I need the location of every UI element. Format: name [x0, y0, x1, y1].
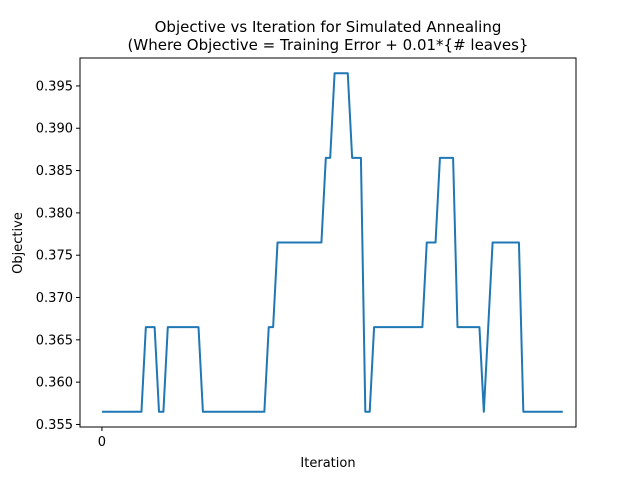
y-tick-label: 0.375 — [36, 249, 73, 264]
y-axis-label: Objective — [11, 212, 26, 274]
x-tick-label: 0 — [98, 435, 106, 450]
y-tick-label: 0.360 — [36, 376, 73, 391]
axes-frame — [79, 57, 577, 428]
chart-title-line-1: Objective vs Iteration for Simulated Ann… — [155, 18, 502, 36]
y-tick-label: 0.385 — [36, 164, 73, 179]
y-tick-label: 0.370 — [36, 291, 73, 306]
y-tick-label: 0.380 — [36, 206, 73, 221]
series-line-0 — [101, 72, 563, 413]
chart-title-line-2: (Where Objective = Training Error + 0.01… — [128, 36, 529, 54]
y-tick-label: 0.395 — [36, 79, 73, 94]
y-tick-label: 0.355 — [36, 418, 73, 433]
y-tick-label: 0.390 — [36, 122, 73, 137]
y-tick-label: 0.365 — [36, 333, 73, 348]
x-axis-label: Iteration — [300, 456, 355, 471]
plot-area: 0.355 0.360 0.365 0.370 0.375 0.380 0.385 0.390… — [36, 57, 577, 450]
